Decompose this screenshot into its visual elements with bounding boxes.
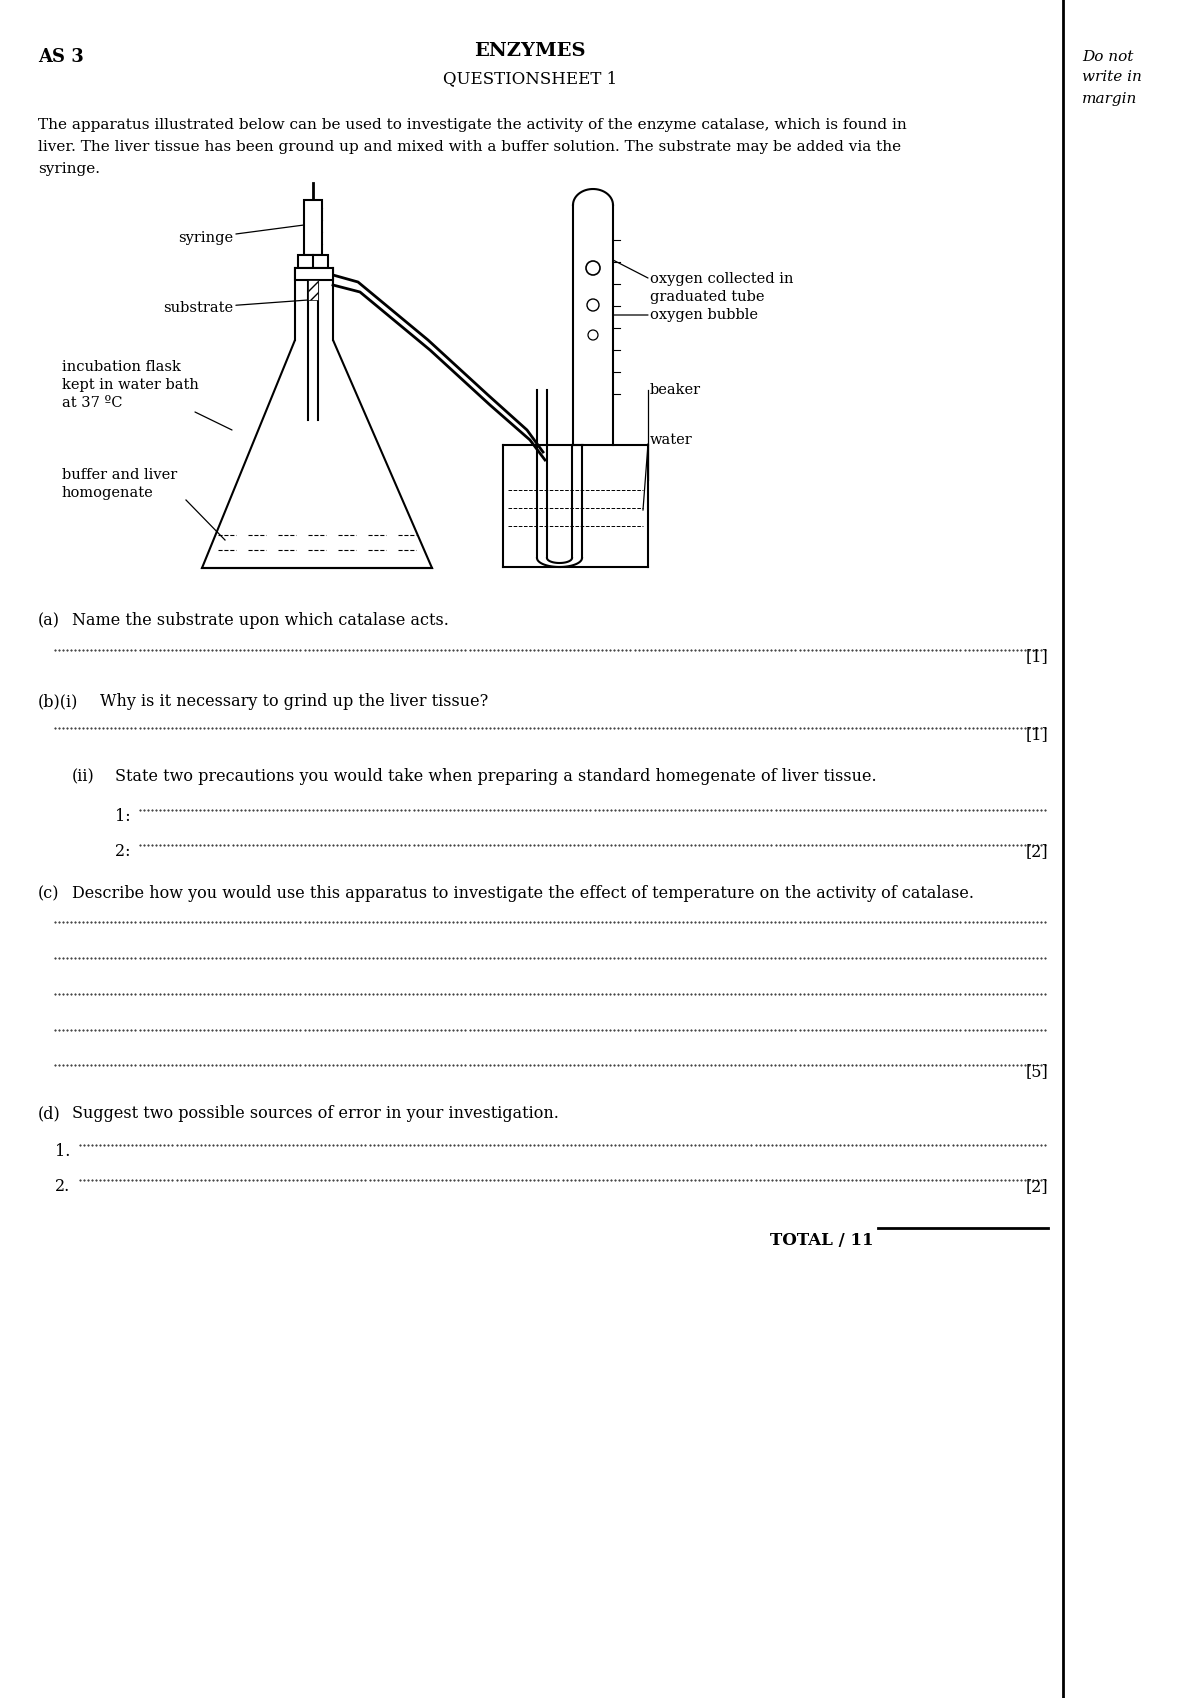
Text: (ii): (ii) <box>72 767 95 784</box>
Bar <box>304 200 322 255</box>
Text: Describe how you would use this apparatus to investigate the effect of temperatu: Describe how you would use this apparatu… <box>72 885 974 902</box>
Text: [1]: [1] <box>1025 649 1048 666</box>
Text: liver. The liver tissue has been ground up and mixed with a buffer solution. The: liver. The liver tissue has been ground … <box>38 139 901 155</box>
Text: [2]: [2] <box>1025 842 1048 859</box>
Text: at 37 ºC: at 37 ºC <box>62 396 122 409</box>
Text: substrate: substrate <box>163 301 308 316</box>
Text: oxygen collected in: oxygen collected in <box>650 272 793 285</box>
Text: margin: margin <box>1082 92 1138 105</box>
Text: QUESTIONSHEET 1: QUESTIONSHEET 1 <box>443 70 617 87</box>
Text: Name the substrate upon which catalase acts.: Name the substrate upon which catalase a… <box>72 611 449 628</box>
Text: 1:: 1: <box>115 808 136 825</box>
Text: State two precautions you would take when preparing a standard homegenate of liv: State two precautions you would take whe… <box>115 767 877 784</box>
Text: (a): (a) <box>38 611 60 628</box>
Text: kept in water bath: kept in water bath <box>62 379 199 392</box>
Text: write in: write in <box>1082 70 1142 83</box>
Bar <box>298 255 328 268</box>
Text: homogenate: homogenate <box>62 486 154 499</box>
Text: buffer and liver: buffer and liver <box>62 469 178 482</box>
Text: (b)(i): (b)(i) <box>38 693 78 710</box>
Text: [1]: [1] <box>1025 727 1048 744</box>
Text: oxygen bubble: oxygen bubble <box>650 307 758 323</box>
Text: AS 3: AS 3 <box>38 48 84 66</box>
Text: [2]: [2] <box>1025 1178 1048 1195</box>
Text: Suggest two possible sources of error in your investigation.: Suggest two possible sources of error in… <box>72 1105 559 1122</box>
Text: graduated tube: graduated tube <box>650 290 764 304</box>
Text: TOTAL / 11: TOTAL / 11 <box>770 1233 874 1250</box>
Text: 1.: 1. <box>55 1143 71 1160</box>
Text: The apparatus illustrated below can be used to investigate the activity of the e: The apparatus illustrated below can be u… <box>38 117 907 132</box>
Text: water: water <box>650 433 692 447</box>
Text: 2.: 2. <box>55 1178 71 1195</box>
Text: [5]: [5] <box>1025 1063 1048 1080</box>
Text: syringe: syringe <box>178 226 304 245</box>
Polygon shape <box>308 280 318 301</box>
Text: beaker: beaker <box>650 384 701 397</box>
Text: syringe.: syringe. <box>38 161 100 177</box>
Text: (d): (d) <box>38 1105 61 1122</box>
Bar <box>295 268 334 280</box>
Text: Why is it necessary to grind up the liver tissue?: Why is it necessary to grind up the live… <box>100 693 488 710</box>
Text: incubation flask: incubation flask <box>62 360 181 374</box>
Text: ENZYMES: ENZYMES <box>474 42 586 59</box>
Text: (c): (c) <box>38 885 60 902</box>
Text: Do not: Do not <box>1082 49 1133 65</box>
Text: 2:: 2: <box>115 842 136 859</box>
